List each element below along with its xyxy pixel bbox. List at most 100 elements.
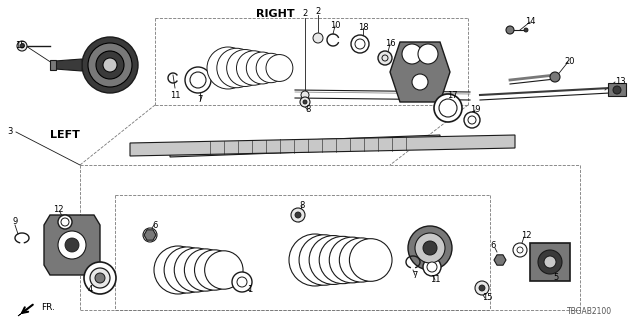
Circle shape	[207, 47, 249, 89]
Circle shape	[266, 54, 293, 81]
Circle shape	[154, 246, 202, 294]
Circle shape	[550, 72, 560, 82]
Circle shape	[88, 43, 132, 87]
Text: 5: 5	[554, 273, 559, 282]
Text: 2: 2	[316, 6, 321, 15]
Circle shape	[299, 235, 349, 285]
Circle shape	[479, 285, 485, 291]
Text: 7: 7	[412, 270, 418, 279]
Circle shape	[339, 238, 383, 282]
Circle shape	[17, 41, 27, 51]
Circle shape	[65, 238, 79, 252]
Circle shape	[475, 281, 489, 295]
Text: 17: 17	[447, 91, 458, 100]
Text: 1: 1	[248, 285, 253, 294]
Circle shape	[174, 248, 218, 292]
Circle shape	[513, 243, 527, 257]
Bar	[50, 60, 56, 70]
Text: 19: 19	[470, 106, 480, 115]
Text: LEFT: LEFT	[50, 130, 80, 140]
Text: 10: 10	[330, 21, 340, 30]
Circle shape	[58, 231, 86, 259]
Polygon shape	[44, 215, 100, 275]
Circle shape	[329, 237, 375, 283]
Text: 15: 15	[15, 42, 25, 51]
Circle shape	[506, 26, 514, 34]
Polygon shape	[144, 230, 156, 240]
Bar	[530, 243, 570, 281]
Polygon shape	[390, 42, 450, 102]
Circle shape	[103, 58, 117, 72]
Circle shape	[544, 256, 556, 268]
Text: 12: 12	[52, 205, 63, 214]
Polygon shape	[170, 135, 440, 157]
Circle shape	[295, 212, 301, 218]
Circle shape	[185, 67, 211, 93]
Circle shape	[195, 250, 235, 290]
Circle shape	[227, 50, 264, 86]
Circle shape	[58, 215, 72, 229]
Circle shape	[517, 247, 523, 253]
Text: 9: 9	[12, 218, 18, 227]
Polygon shape	[18, 306, 31, 316]
Circle shape	[95, 273, 105, 283]
Text: 11: 11	[170, 91, 180, 100]
Circle shape	[291, 208, 305, 222]
Polygon shape	[55, 59, 82, 71]
Text: 8: 8	[305, 106, 310, 115]
Circle shape	[143, 228, 157, 242]
Circle shape	[439, 99, 457, 117]
Circle shape	[300, 97, 310, 107]
Circle shape	[349, 239, 392, 281]
Circle shape	[205, 251, 243, 289]
Circle shape	[82, 37, 138, 93]
Text: 11: 11	[429, 276, 440, 284]
Circle shape	[256, 53, 285, 83]
Circle shape	[412, 74, 428, 90]
Circle shape	[355, 39, 365, 49]
Circle shape	[164, 247, 210, 293]
Circle shape	[351, 35, 369, 53]
Circle shape	[190, 72, 206, 88]
Text: 14: 14	[525, 18, 535, 27]
Circle shape	[613, 86, 621, 94]
Circle shape	[301, 91, 309, 99]
Circle shape	[468, 116, 476, 124]
Circle shape	[408, 226, 452, 270]
Circle shape	[382, 55, 388, 61]
Bar	[608, 83, 626, 96]
Circle shape	[20, 44, 24, 48]
Text: 2: 2	[302, 10, 308, 19]
Circle shape	[237, 277, 247, 287]
Polygon shape	[494, 255, 506, 265]
Polygon shape	[130, 135, 515, 156]
Circle shape	[538, 250, 562, 274]
Circle shape	[246, 52, 278, 84]
Circle shape	[84, 262, 116, 294]
Circle shape	[423, 241, 437, 255]
Text: 3: 3	[7, 127, 13, 137]
Text: 12: 12	[521, 231, 531, 241]
Text: 6: 6	[152, 220, 157, 229]
Circle shape	[303, 100, 307, 104]
Circle shape	[434, 94, 462, 122]
Circle shape	[232, 272, 252, 292]
Text: 8: 8	[300, 201, 305, 210]
Text: RIGHT: RIGHT	[256, 9, 294, 19]
Text: 20: 20	[564, 58, 575, 67]
Circle shape	[313, 33, 323, 43]
Text: 18: 18	[358, 23, 368, 33]
Text: 16: 16	[385, 39, 396, 49]
Circle shape	[237, 51, 271, 85]
Text: 6: 6	[490, 242, 496, 251]
Circle shape	[309, 236, 358, 284]
Text: 4: 4	[88, 285, 93, 294]
Circle shape	[378, 51, 392, 65]
Circle shape	[319, 236, 367, 284]
Circle shape	[415, 233, 445, 263]
Circle shape	[418, 44, 438, 64]
Circle shape	[423, 258, 441, 276]
Circle shape	[96, 51, 124, 79]
Circle shape	[61, 218, 69, 226]
Text: 7: 7	[197, 95, 203, 105]
